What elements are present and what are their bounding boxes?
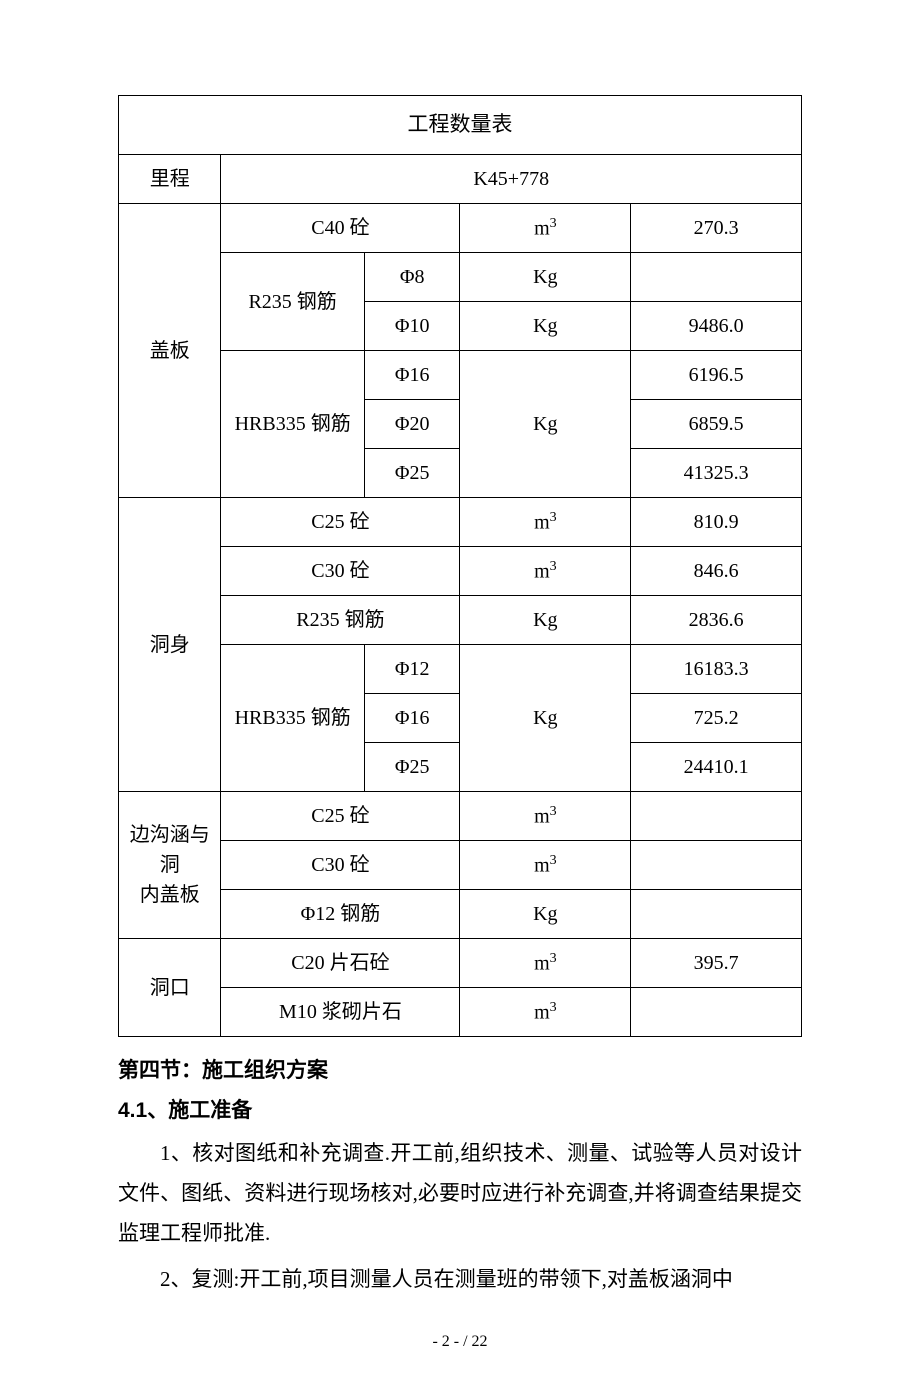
quantity-table: 工程数量表里程K45+778盖板C40 砼m3270.3R235 钢筋Φ8KgΦ…: [118, 95, 802, 1037]
spec-cell: Φ12: [364, 645, 460, 694]
unit-cell: m3: [460, 939, 631, 988]
table-title: 工程数量表: [119, 96, 802, 155]
spec-cell: Φ20: [364, 400, 460, 449]
value-cell: [631, 890, 802, 939]
spec-cell: Φ16: [364, 351, 460, 400]
group-name: 盖板: [119, 204, 221, 498]
table-row: 洞身C25 砼m3810.9: [119, 498, 802, 547]
material-cell: M10 浆砌片石: [221, 988, 460, 1037]
unit-cell: m3: [460, 792, 631, 841]
table-row: M10 浆砌片石m3: [119, 988, 802, 1037]
table-row: R235 钢筋Kg2836.6: [119, 596, 802, 645]
table-title-row: 工程数量表: [119, 96, 802, 155]
document-page: 工程数量表里程K45+778盖板C40 砼m3270.3R235 钢筋Φ8KgΦ…: [0, 0, 920, 1394]
table-row: C30 砼m3846.6: [119, 547, 802, 596]
table-row: R235 钢筋Φ8Kg: [119, 253, 802, 302]
paragraph-1: 1、核对图纸和补充调查.开工前,组织技术、测量、试验等人员对设计文件、图纸、资料…: [118, 1134, 802, 1254]
value-cell: 2836.6: [631, 596, 802, 645]
material-cell: C20 片石砼: [221, 939, 460, 988]
material-cell: C30 砼: [221, 547, 460, 596]
unit-cell: Kg: [460, 253, 631, 302]
value-cell: 9486.0: [631, 302, 802, 351]
unit-cell: Kg: [460, 645, 631, 792]
value-cell: [631, 841, 802, 890]
unit-cell: Kg: [460, 351, 631, 498]
table-row: C30 砼m3: [119, 841, 802, 890]
page-footer: - 2 - / 22: [118, 1330, 802, 1354]
header-label: 里程: [119, 155, 221, 204]
material-cell: C40 砼: [221, 204, 460, 253]
unit-cell: Kg: [460, 890, 631, 939]
value-cell: 41325.3: [631, 449, 802, 498]
group-name: 洞口: [119, 939, 221, 1037]
unit-cell: m3: [460, 841, 631, 890]
value-cell: [631, 792, 802, 841]
spec-cell: Φ25: [364, 743, 460, 792]
value-cell: 6196.5: [631, 351, 802, 400]
value-cell: [631, 253, 802, 302]
header-value: K45+778: [221, 155, 802, 204]
table-header-row: 里程K45+778: [119, 155, 802, 204]
unit-cell: m3: [460, 547, 631, 596]
section-heading: 第四节：施工组织方案: [118, 1055, 802, 1087]
spec-cell: Φ8: [364, 253, 460, 302]
spec-cell: Φ16: [364, 694, 460, 743]
spec-cell: Φ10: [364, 302, 460, 351]
sub-heading: 4.1、施工准备: [118, 1095, 802, 1127]
material-cell: HRB335 钢筋: [221, 351, 364, 498]
unit-cell: m3: [460, 204, 631, 253]
material-cell: C30 砼: [221, 841, 460, 890]
value-cell: 395.7: [631, 939, 802, 988]
table-row: Φ12 钢筋Kg: [119, 890, 802, 939]
material-cell: Φ12 钢筋: [221, 890, 460, 939]
table-row: HRB335 钢筋Φ16Kg6196.5: [119, 351, 802, 400]
table-row: 边沟涵与洞内盖板C25 砼m3: [119, 792, 802, 841]
value-cell: 270.3: [631, 204, 802, 253]
table-row: 盖板C40 砼m3270.3: [119, 204, 802, 253]
table-row: 洞口C20 片石砼m3395.7: [119, 939, 802, 988]
unit-cell: m3: [460, 498, 631, 547]
value-cell: 16183.3: [631, 645, 802, 694]
unit-cell: Kg: [460, 596, 631, 645]
group-name: 边沟涵与洞内盖板: [119, 792, 221, 939]
value-cell: [631, 988, 802, 1037]
unit-cell: m3: [460, 988, 631, 1037]
group-name: 洞身: [119, 498, 221, 792]
value-cell: 810.9: [631, 498, 802, 547]
unit-cell: Kg: [460, 302, 631, 351]
material-cell: C25 砼: [221, 498, 460, 547]
material-cell: C25 砼: [221, 792, 460, 841]
paragraph-2: 2、复测:开工前,项目测量人员在测量班的带领下,对盖板涵洞中: [118, 1260, 802, 1300]
value-cell: 24410.1: [631, 743, 802, 792]
material-cell: R235 钢筋: [221, 253, 364, 351]
spec-cell: Φ25: [364, 449, 460, 498]
table-row: HRB335 钢筋Φ12Kg16183.3: [119, 645, 802, 694]
value-cell: 6859.5: [631, 400, 802, 449]
material-cell: HRB335 钢筋: [221, 645, 364, 792]
value-cell: 725.2: [631, 694, 802, 743]
material-cell: R235 钢筋: [221, 596, 460, 645]
value-cell: 846.6: [631, 547, 802, 596]
